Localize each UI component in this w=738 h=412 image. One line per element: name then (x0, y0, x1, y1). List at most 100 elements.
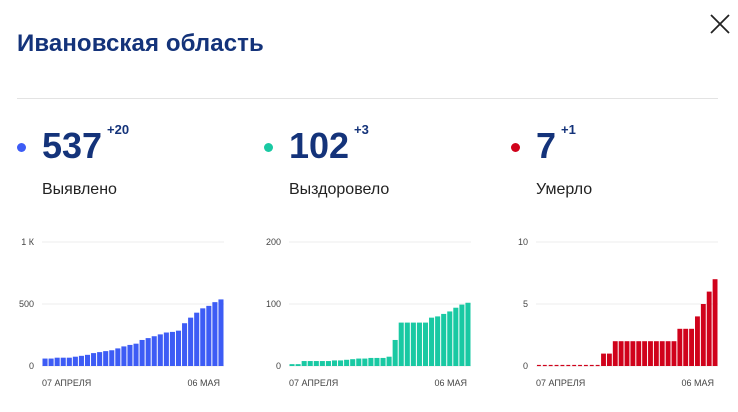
bar (295, 364, 301, 366)
bar (289, 364, 295, 366)
close-icon[interactable] (708, 12, 732, 36)
deaths-label: Умерло (536, 181, 593, 198)
bar (121, 346, 127, 366)
bar (66, 357, 72, 366)
stat-recovered: 102 +3 Выздоровело (264, 122, 494, 212)
bar (459, 304, 465, 366)
y-tick-label: 100 (266, 299, 281, 309)
bar (601, 353, 606, 366)
detected-chart: 0 500 1 К 07 АПРЕЛЯ 06 МАЯ (19, 237, 224, 388)
bar (344, 359, 350, 366)
bar (127, 344, 133, 366)
bar (60, 357, 66, 366)
bar (368, 357, 374, 366)
bar (206, 305, 212, 366)
bar (636, 341, 642, 366)
bar (78, 355, 84, 366)
bar (54, 357, 60, 366)
bar (386, 356, 392, 366)
y-tick-label: 5 (523, 299, 528, 309)
detected-delta: +20 (107, 122, 130, 137)
bar (194, 312, 200, 366)
bar (169, 331, 175, 366)
x-start-label: 07 АПРЕЛЯ (289, 378, 338, 388)
y-tick-label: 0 (523, 361, 528, 371)
x-end-label: 06 МАЯ (434, 378, 467, 388)
bar (642, 341, 648, 366)
bar (97, 352, 103, 366)
x-end-label: 06 МАЯ (187, 378, 220, 388)
bar (218, 299, 224, 366)
y-tick-label: 10 (518, 237, 528, 247)
recovered-delta: +3 (354, 122, 369, 137)
bar (91, 353, 97, 366)
bar (653, 341, 659, 366)
recovered-label: Выздоровело (289, 181, 390, 198)
bar (84, 354, 91, 366)
detected-value: 537 (42, 125, 103, 166)
bar (671, 341, 677, 366)
bar (72, 356, 78, 366)
bar (700, 304, 706, 366)
deaths-delta: +1 (561, 122, 576, 137)
bar (612, 341, 618, 366)
bar (307, 361, 313, 366)
deaths-chart: 0 5 10 07 АПРЕЛЯ 06 МАЯ (518, 237, 718, 388)
bar (188, 317, 194, 366)
detected-dot (17, 143, 26, 152)
bar (175, 330, 182, 366)
bar (200, 308, 206, 366)
y-tick-label: 0 (29, 361, 34, 371)
x-start-label: 07 АПРЕЛЯ (536, 378, 585, 388)
y-tick-label: 0 (276, 361, 281, 371)
bar (301, 361, 307, 366)
bar (435, 316, 441, 366)
bar (319, 361, 325, 366)
bar (392, 339, 398, 366)
bar (453, 307, 459, 366)
y-tick-label: 200 (266, 237, 281, 247)
bar (465, 302, 471, 366)
detected-label: Выявлено (42, 181, 117, 198)
bar (677, 328, 683, 366)
recovered-chart: 0 100 200 07 АПРЕЛЯ 06 МАЯ (266, 237, 471, 388)
bar (103, 351, 109, 366)
bar (133, 343, 139, 366)
bar (350, 359, 356, 366)
bar (362, 358, 368, 366)
header-divider (17, 98, 718, 99)
bar (665, 341, 671, 366)
bar (618, 341, 624, 366)
page-title: Ивановская область (17, 30, 264, 57)
bar (115, 348, 121, 366)
bar (706, 291, 712, 366)
stat-detected: 537 +20 Выявлено (17, 122, 247, 212)
bar (659, 341, 665, 366)
bar (416, 322, 422, 366)
bar (163, 332, 169, 366)
bar (157, 334, 163, 366)
x-end-label: 06 МАЯ (681, 378, 714, 388)
bar (356, 358, 362, 366)
bar (695, 316, 700, 366)
x-start-label: 07 АПРЕЛЯ (42, 378, 91, 388)
bar (441, 313, 447, 366)
bar (212, 302, 218, 366)
y-tick-label: 1 К (21, 237, 35, 247)
bar (447, 311, 453, 366)
bar (182, 323, 188, 366)
recovered-value: 102 (289, 125, 350, 166)
bar (624, 341, 630, 366)
bar (606, 353, 612, 366)
bar (145, 338, 151, 366)
bar (648, 341, 653, 366)
bar (398, 322, 404, 366)
recovered-dot (264, 143, 273, 152)
bar (630, 341, 636, 366)
y-tick-label: 500 (19, 299, 34, 309)
bar (429, 317, 435, 366)
bar (313, 361, 319, 366)
bar (422, 322, 429, 366)
bar (404, 322, 410, 366)
bar (42, 358, 48, 366)
